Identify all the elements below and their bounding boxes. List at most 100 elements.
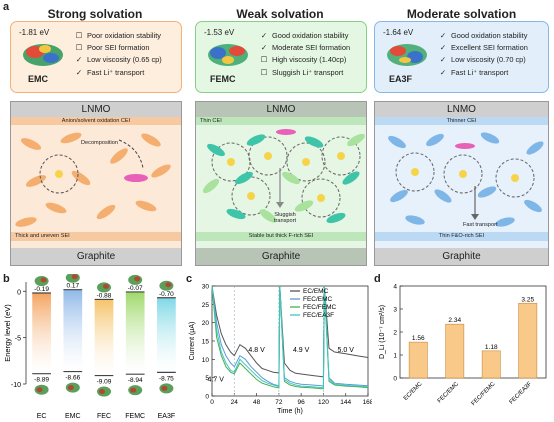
property-item: ☐ Poor oxidation stability [75,31,161,40]
schematic-weak: LNMO Thin CEI Sluggish transport Stable … [195,101,367,266]
lumo-value-label: 0.17 [66,283,79,290]
bar-value-label: 1.56 [412,335,425,342]
x-tick-label: 96 [298,399,306,406]
molecule-esp-icon [208,44,248,66]
orbital-icon [71,274,78,280]
x-tick-label: EC [37,413,47,420]
energy-bar [32,293,51,374]
bar [518,302,538,379]
orbital-icon [36,387,43,393]
energy-level-chart: 0 -5 -10 Energy level (eV) -0.19 -8.89 EC 0.17 -… [3,274,176,420]
plot-frame [211,285,369,397]
energy-value-emc: -1.81 eV [19,28,50,37]
x-tick-label: 120 [318,399,329,406]
diffusion-coefficient-chart: 0 1 2 3 4 D_Li (10⁻⁷ cm²/s) 1.56 EC/EMC 2.34 FEC/… [379,284,547,407]
y-tick-label: 30 [202,284,210,291]
y-tick-label: 10 [202,357,210,364]
property-list: ☐ Poor oxidation stability ☐ Poor SEI form… [75,30,162,79]
molecule-esp-icon [387,44,427,66]
schematic-strong: LNMO Anion/solvent oxidation CEI Decompo… [10,101,182,266]
x-tick-label: FEC [97,413,111,420]
bar-value-label: 2.34 [448,317,461,324]
bar-value-label: 3.25 [521,296,534,303]
energy-bar [94,299,114,376]
homo-value-label: -8.94 [128,377,143,384]
property-item: ✓ Low viscosity (0.70 cp) [439,55,526,65]
orbital-icon [165,282,172,288]
card-strong: -1.81 eV EMC ☐ Poor oxidation stability ☐… [10,21,182,93]
x-axis-label: Time (h) [277,408,303,415]
y-tick-label: -5 [15,336,21,343]
x-tick-label: EC/EMC [403,381,424,402]
x-tick-label: EA3F [158,413,176,420]
molecule-esp-icon [23,44,63,66]
card-moderate: -1.64 eV EA3F ✓ Good oxidation stability … [374,21,549,93]
property-item: ☐ High viscosity (1.40cp) [260,55,347,65]
x-tick-label: FEC/EMC [437,381,461,405]
legend-label: EC/EMC [303,288,329,295]
molecule-name-ea3f: EA3F [389,74,413,84]
voltage-annotation: 4.9 V [293,347,310,354]
property-item: ✓ Good oxidation stability [439,31,528,40]
y-tick-label: 2 [393,330,397,337]
y-axis-label: Energy level (eV) [3,304,12,362]
solvation-illustration [202,129,365,224]
orbital-icon [40,277,47,283]
energy-value-ea3f: -1.64 eV [383,28,414,37]
sei-label: Thick and uneven SEI [15,233,70,239]
x-tick-label: FEC/EA3F [509,381,534,406]
y-tick-label: 4 [393,284,397,291]
energy-bar [125,291,145,375]
column-title-strong: Strong solvation [47,7,143,21]
cei-label: Thin CEI [200,118,222,124]
lumo-value-label: -0.07 [128,285,143,292]
bar [481,350,501,379]
graphite-band: Graphite [196,248,366,265]
solvation-illustration [388,132,544,227]
card-weak: -1.53 eV FEMC ✓ Good oxidation stability … [195,21,367,93]
homo-value-label: -8.66 [65,375,80,382]
schematic-moderate: LNMO Thinner CEI Fast transport Thin F&O… [374,101,549,266]
property-list: ✓ Good oxidation stability ✓ Moderate SEI … [260,30,350,79]
x-tick-label: 72 [275,399,283,406]
x-tick-label: 168 [363,399,372,406]
homo-value-label: -8.89 [34,377,49,384]
panel-a-label: a [3,1,10,13]
x-tick-label: 144 [340,399,351,406]
molecule-name-emc: EMC [28,74,48,84]
energy-bar [157,297,176,373]
x-tick-label: 0 [210,399,214,406]
property-item: ✓ Good oxidation stability [260,31,349,40]
property-item: ☐ Sluggish Li⁺ transport [260,67,344,77]
voltage-annotation: 5.0 V [338,347,355,354]
panel-d-label: d [374,273,381,285]
homo-value-label: -8.75 [159,375,174,382]
y-tick-label: 3 [393,307,397,314]
bar-value-label: 1.18 [485,344,498,351]
orbital-icon [99,389,105,395]
lumo-value-label: -0.88 [97,292,112,299]
y-tick-label: 0 [205,394,209,401]
y-tick-label: 1 [393,353,397,360]
orbital-icon [130,387,137,393]
cei-label: Thinner CEI [446,118,477,124]
series-line [211,285,369,389]
current-time-chart: 0 5 10 15 20 25 30 0 24 48 72 96 120 144 168 Time (h) Cu… [189,284,372,416]
process-label: Sluggish transport [273,212,297,224]
voltage-annotation: 4.7 V [208,376,225,383]
x-tick-label: FEMC [125,413,145,420]
cei-label: Anion/solvent oxidation CEI [61,118,131,124]
y-tick-label: 0 [393,376,397,383]
x-tick-label: EMC [65,413,81,420]
y-tick-label: 15 [202,339,210,346]
y-tick-label: 20 [202,320,210,327]
series-line [211,285,369,390]
y-tick-label: 5 [205,375,209,382]
sei-label: Stable but thick F-rich SEI [248,233,314,239]
orbital-icon [103,283,109,289]
legend-label: FEC/EA3F [303,312,334,319]
y-tick-label: -10 [11,382,21,389]
property-list: ✓ Good oxidation stability ✓ Excellent SEI… [439,30,528,79]
property-item: ☐ Poor SEI formation [75,43,150,53]
process-label: Decomposition [81,140,118,146]
